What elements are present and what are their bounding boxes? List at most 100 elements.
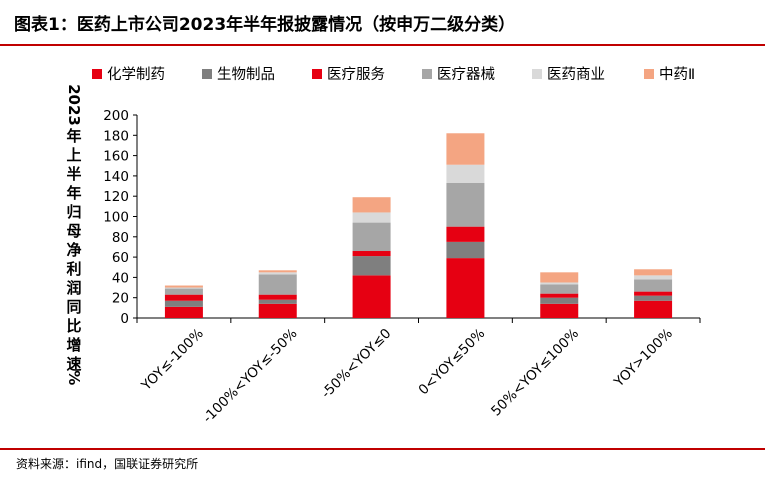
bar-segment <box>164 285 203 288</box>
y-axis-label-text: 年 <box>66 127 81 145</box>
bar-segment <box>540 282 579 285</box>
bar-stack <box>258 270 297 318</box>
source-note: 资料来源：ifind，国联证券研究所 <box>16 457 199 471</box>
bar-segment <box>446 133 485 165</box>
bar-segment <box>352 197 391 213</box>
bar-segment <box>352 251 391 257</box>
bar-segment <box>540 272 579 283</box>
figure-title: 图表1：医药上市公司2023年半年报披露情况（按申万二级分类） <box>14 15 516 35</box>
bar-stack <box>352 197 391 318</box>
bar-segment <box>446 258 485 318</box>
legend-label: 医药商业 <box>547 66 605 83</box>
y-axis-label-text: 比 <box>66 317 81 335</box>
bar-segment <box>446 164 485 184</box>
bar-segment <box>540 297 579 304</box>
x-tick-label: -50%<YOY≤0 <box>318 326 394 402</box>
legend-swatch <box>312 69 322 79</box>
y-tick-label: 60 <box>112 250 129 266</box>
x-tick-label: 50%<YOY≤100% <box>488 325 582 419</box>
legend-item: 医疗服务 <box>312 66 385 83</box>
bar-stack <box>540 272 579 318</box>
y-axis-label-text: 润 <box>66 279 81 297</box>
header-divider <box>0 44 765 46</box>
y-axis-label-text: 速 <box>66 355 81 373</box>
y-tick-label: 0 <box>120 311 129 327</box>
bar-segment <box>258 274 297 295</box>
bar-segment <box>352 275 391 318</box>
bar-segment <box>164 300 203 307</box>
y-tick-label: 100 <box>103 210 129 226</box>
bar-segment <box>446 241 485 259</box>
y-tick-label: 80 <box>112 230 129 246</box>
bar-segment <box>258 272 297 275</box>
bar-segment <box>258 294 297 300</box>
bar-stack <box>446 133 485 318</box>
bar-segment <box>352 222 391 252</box>
legend-item: 中药Ⅱ <box>644 66 695 83</box>
y-axis-label-text: 净 <box>66 241 81 259</box>
bar-segment <box>540 303 579 318</box>
x-tick-label: YOY≤-100% <box>138 325 207 394</box>
bar-segment <box>634 295 673 301</box>
x-tick-label: YOY>100% <box>610 325 676 391</box>
y-axis-label-text: 同 <box>66 298 81 316</box>
y-axis-label-text: 利 <box>66 260 81 278</box>
bar-segment <box>164 287 203 289</box>
legend-swatch <box>202 69 212 79</box>
legend-label: 化学制药 <box>107 66 165 83</box>
legend-swatch <box>644 69 654 79</box>
y-axis-label-text: 母 <box>66 222 81 240</box>
legend-swatch <box>532 69 542 79</box>
legend: 化学制药 生物制品 医疗服务 医疗器械 医药商业 中药Ⅱ <box>92 66 695 83</box>
y-tick-label: 160 <box>103 149 129 165</box>
y-axis-label-text: 上 <box>66 146 81 164</box>
bar-segment <box>446 183 485 227</box>
y-axis: 0 20 40 60 80 100 120 140 160 180 200 <box>103 108 138 327</box>
bar-segment <box>634 269 673 276</box>
x-tick-label: -100%<YOY≤-50% <box>200 325 301 426</box>
bar-stack <box>634 269 673 318</box>
bar-segment <box>634 275 673 280</box>
bar-segment <box>540 284 579 294</box>
y-tick-label: 40 <box>112 270 129 286</box>
bar-segment <box>540 293 579 298</box>
legend-label: 医疗服务 <box>327 66 385 83</box>
legend-item: 生物制品 <box>202 66 275 83</box>
y-axis-label-text: 归 <box>66 203 81 221</box>
bar-segment <box>258 299 297 304</box>
legend-label: 中药Ⅱ <box>659 66 695 83</box>
y-tick-label: 20 <box>112 291 129 307</box>
figure-header: 图表1：医药上市公司2023年半年报披露情况（按申万二级分类） <box>0 0 765 46</box>
legend-item: 医药商业 <box>532 66 605 83</box>
bar-segment <box>164 294 203 301</box>
legend-label: 医疗器械 <box>437 66 495 83</box>
bar-segment <box>634 300 673 318</box>
bar-segment <box>352 256 391 276</box>
bars <box>164 133 673 318</box>
bar-segment <box>164 306 203 318</box>
bar-segment <box>352 212 391 223</box>
x-axis: YOY≤-100%-100%<YOY≤-50% -50%<YOY≤0 0<YOY≤5… <box>136 317 701 426</box>
stacked-bar-chart: 化学制药 生物制品 医疗服务 医疗器械 医药商业 中药Ⅱ 0 20 40 60 80 100 120 1… <box>65 66 701 426</box>
legend-item: 化学制药 <box>92 66 165 83</box>
y-tick-label: 200 <box>103 108 129 124</box>
y-axis-label-text: 半 <box>66 165 81 183</box>
y-tick-label: 120 <box>103 189 129 205</box>
x-tick-label: 0<YOY≤50% <box>416 325 489 398</box>
bar-segment <box>634 279 673 292</box>
y-axis-label-text: % <box>65 370 83 385</box>
y-tick-label: 180 <box>103 128 129 144</box>
legend-item: 医疗器械 <box>422 66 495 83</box>
bar-segment <box>258 270 297 273</box>
bar-segment <box>258 303 297 318</box>
bar-stack <box>164 285 203 318</box>
footer-divider <box>0 448 765 450</box>
bar-segment <box>164 288 203 295</box>
legend-swatch <box>422 69 432 79</box>
bar-segment <box>446 226 485 242</box>
bar-segment <box>634 291 673 296</box>
y-tick-label: 140 <box>103 169 129 185</box>
legend-label: 生物制品 <box>217 66 275 83</box>
legend-swatch <box>92 69 102 79</box>
